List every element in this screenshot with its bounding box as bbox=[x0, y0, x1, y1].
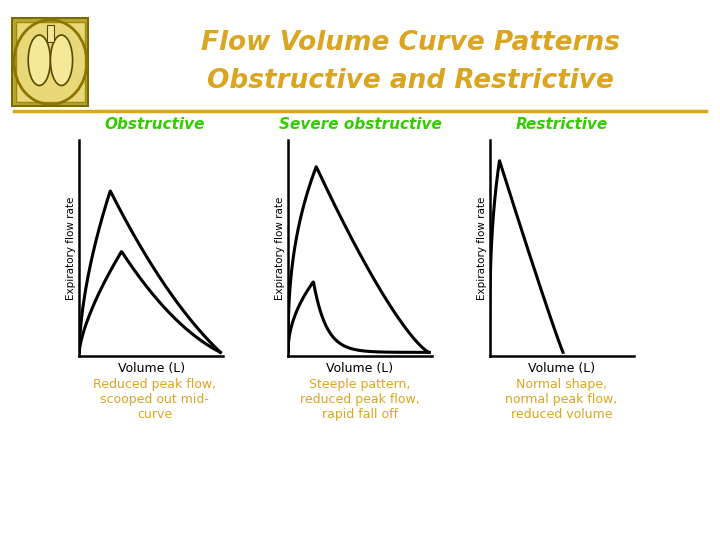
Y-axis label: Expiratory flow rate: Expiratory flow rate bbox=[275, 197, 285, 300]
Text: Steeple pattern,
reduced peak flow,
rapid fall off: Steeple pattern, reduced peak flow, rapi… bbox=[300, 378, 420, 421]
Text: Reduced peak flow,
scooped out mid-
curve: Reduced peak flow, scooped out mid- curv… bbox=[93, 378, 217, 421]
Y-axis label: Expiratory flow rate: Expiratory flow rate bbox=[477, 197, 487, 300]
X-axis label: Volume (L): Volume (L) bbox=[117, 362, 185, 375]
Text: Normal shape,
normal peak flow,
reduced volume: Normal shape, normal peak flow, reduced … bbox=[505, 378, 618, 421]
Ellipse shape bbox=[50, 35, 73, 85]
Text: Obstructive and Restrictive: Obstructive and Restrictive bbox=[207, 68, 614, 93]
Text: Obstructive: Obstructive bbox=[104, 117, 205, 132]
Text: Restrictive: Restrictive bbox=[516, 117, 608, 132]
Text: Flow Volume Curve Patterns: Flow Volume Curve Patterns bbox=[201, 30, 620, 56]
Ellipse shape bbox=[28, 35, 50, 85]
X-axis label: Volume (L): Volume (L) bbox=[326, 362, 394, 375]
Y-axis label: Expiratory flow rate: Expiratory flow rate bbox=[66, 197, 76, 300]
Text: Severe obstructive: Severe obstructive bbox=[279, 117, 441, 132]
Bar bbox=[48, 25, 53, 42]
Bar bbox=[16, 22, 85, 103]
X-axis label: Volume (L): Volume (L) bbox=[528, 362, 595, 375]
